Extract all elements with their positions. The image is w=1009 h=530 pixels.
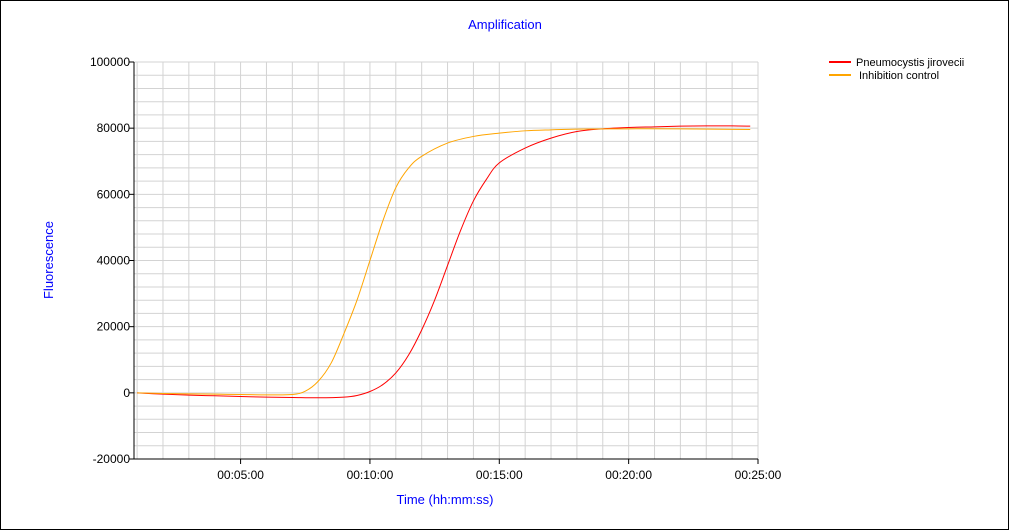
- legend-label: Pneumocystis jirovecii: [856, 57, 964, 69]
- chart-title: Amplification: [468, 17, 542, 32]
- series-line-2: [137, 128, 751, 396]
- x-tick-label: 00:05:00: [217, 468, 264, 482]
- axes: -20000 0 20000 40000 60000 80000 100000 00:05:0…: [90, 55, 782, 482]
- series-line-1: [137, 125, 751, 399]
- grid: [134, 61, 759, 460]
- x-tick-label: 00:15:00: [476, 468, 523, 482]
- x-axis-label: Time (hh:mm:ss): [396, 492, 493, 507]
- y-tick-label: 20000: [97, 320, 131, 334]
- y-tick-label: 100000: [90, 55, 130, 69]
- x-tick-label: 00:20:00: [605, 468, 652, 482]
- x-tick-label: 00:10:00: [347, 468, 394, 482]
- x-tick-label: 00:25:00: [735, 468, 782, 482]
- y-tick-label: 0: [123, 386, 130, 400]
- legend-label: Inhibition control: [859, 70, 939, 82]
- y-tick-label: 40000: [97, 254, 131, 268]
- y-tick-label: 80000: [97, 121, 131, 135]
- y-axis-label: Fluorescence: [41, 221, 56, 299]
- series-lines: [137, 125, 751, 399]
- y-tick-label: -20000: [93, 452, 131, 466]
- y-tick-label: 60000: [97, 187, 131, 201]
